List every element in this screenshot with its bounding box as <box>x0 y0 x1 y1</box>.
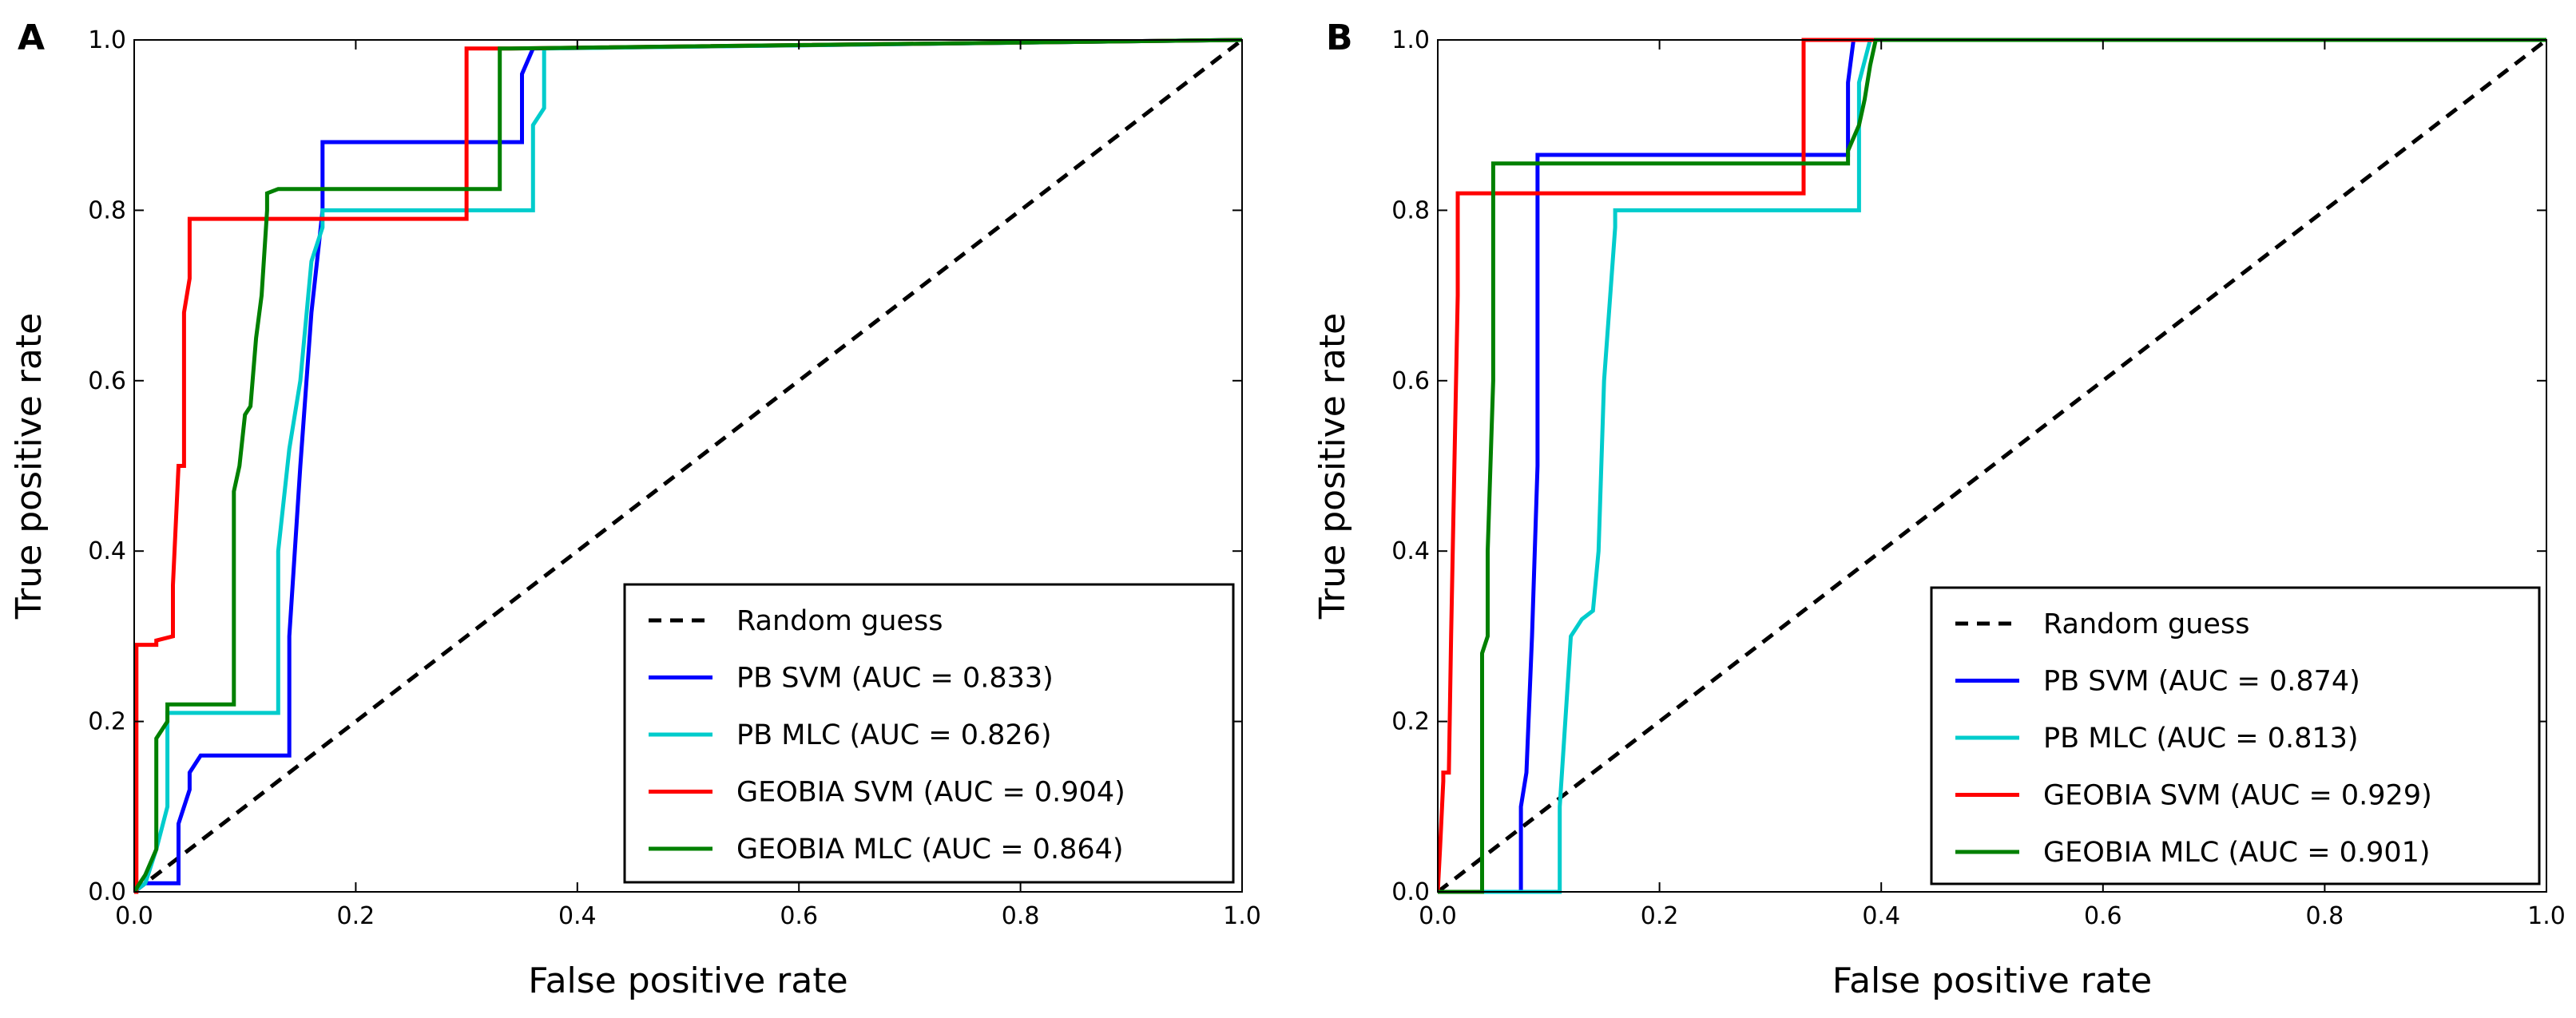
plot-frame <box>1437 39 2547 893</box>
legend-label-geobia-mlc: GEOBIA MLC (AUC = 0.864) <box>736 834 1124 865</box>
y-tick-label: 0.0 <box>88 878 126 906</box>
x-tick-label: 0.6 <box>780 902 818 930</box>
series-line-pb-mlc <box>134 38 1243 893</box>
y-tick-label: 0.2 <box>88 708 126 736</box>
legend: Random guess PB SVM (AUC = 0.833) PB MLC (… <box>623 583 1235 884</box>
series-line-geobia-svm <box>134 38 1243 894</box>
legend-label-pb-mlc: PB MLC (AUC = 0.813) <box>2043 723 2359 755</box>
y-tick-label: 0.8 <box>88 196 126 224</box>
plot-frame <box>133 39 1243 893</box>
x-tick-label: 0.4 <box>558 902 597 930</box>
series-group <box>134 38 1244 894</box>
y-tick-label: 0.6 <box>88 367 126 395</box>
y-tick-label: 0.8 <box>1391 196 1430 224</box>
x-tick-label: 1.0 <box>2527 902 2566 930</box>
series-line-pb-svm <box>1438 38 2546 894</box>
x-tick-label: 0.8 <box>1002 902 1040 930</box>
x-tick-label: 0.8 <box>2306 902 2344 930</box>
legend: Random guess PB SVM (AUC = 0.874) PB MLC (… <box>1930 586 2541 885</box>
x-tick-label: 0.2 <box>1641 902 1679 930</box>
legend-label-geobia-svm: GEOBIA SVM (AUC = 0.929) <box>2043 780 2432 812</box>
series-line-geobia-mlc <box>1438 38 2546 894</box>
x-tick-label: 0.2 <box>337 902 375 930</box>
panel-a: A 0.0 0.2 0.4 0.6 0.8 1.0 0.0 0.2 0.4 0.6 0.8 1.0 Fal… <box>9 18 1261 1001</box>
series-line-pb-svm <box>134 38 1243 893</box>
x-axis-title: False positive rate <box>1832 961 2152 1001</box>
x-tick-label: 0.0 <box>115 902 153 930</box>
panel-letter: A <box>18 18 45 58</box>
y-axis-title: True positive rate <box>9 313 50 620</box>
x-axis-title: False positive rate <box>528 961 847 1001</box>
y-tick-label: 1.0 <box>88 26 126 54</box>
series-line-random-guess <box>1438 38 2548 893</box>
legend-frame <box>1930 586 2541 885</box>
legend-frame <box>623 583 1235 884</box>
legend-label-random-guess: Random guess <box>2043 608 2249 640</box>
y-tick-label: 0.4 <box>1391 537 1430 565</box>
series-line-geobia-svm <box>1438 38 2546 893</box>
panel-letter: B <box>1326 18 1353 58</box>
y-tick-label: 0.0 <box>1391 878 1430 906</box>
y-tick-label: 0.6 <box>1391 367 1430 395</box>
x-tick-label: 0.4 <box>1862 902 1900 930</box>
y-axis-title: True positive rate <box>1312 313 1353 620</box>
legend-label-pb-mlc: PB MLC (AUC = 0.826) <box>736 719 1052 751</box>
y-tick-label: 1.0 <box>1391 26 1430 54</box>
legend-label-pb-svm: PB SVM (AUC = 0.874) <box>2043 666 2360 698</box>
series-line-geobia-mlc <box>134 38 1243 893</box>
legend-label-random-guess: Random guess <box>736 605 943 637</box>
y-tick-label: 0.2 <box>1391 708 1430 736</box>
legend-label-geobia-mlc: GEOBIA MLC (AUC = 0.901) <box>2043 837 2431 869</box>
series-line-pb-mlc <box>1438 38 2546 894</box>
legend-label-pb-svm: PB SVM (AUC = 0.833) <box>736 663 1054 695</box>
series-group <box>1438 38 2548 894</box>
x-tick-label: 0.6 <box>2084 902 2122 930</box>
series-line-random-guess <box>134 38 1244 893</box>
x-tick-label: 0.0 <box>1419 902 1457 930</box>
legend-label-geobia-svm: GEOBIA SVM (AUC = 0.904) <box>736 777 1125 809</box>
panel-b: B 0.0 0.2 0.4 0.6 0.8 1.0 0.0 0.2 0.4 0.6 0.8 1.0 Fal… <box>1312 18 2566 1001</box>
x-tick-label: 1.0 <box>1223 902 1261 930</box>
y-tick-label: 0.4 <box>88 537 126 565</box>
